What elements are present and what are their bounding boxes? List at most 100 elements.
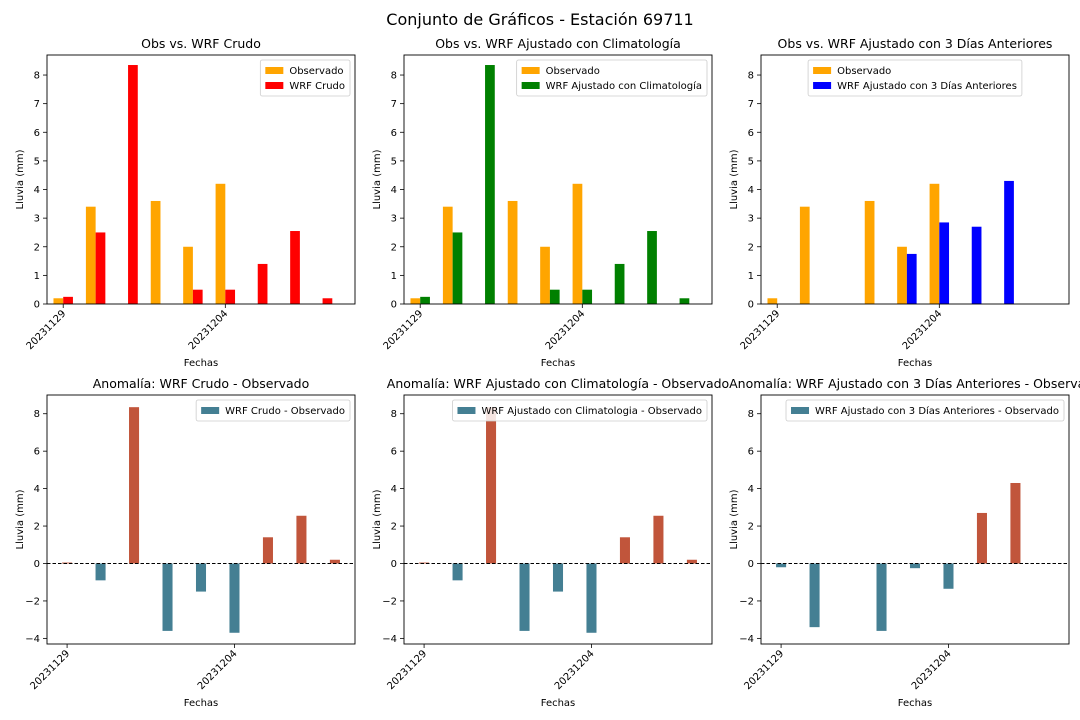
legend-label: WRF Ajustado con 3 Días Anteriores — [837, 80, 1017, 92]
y-axis-label: Lluvia (mm) — [15, 149, 26, 209]
x-tick-label: 20231204 — [910, 648, 954, 692]
bar — [486, 407, 497, 564]
y-tick-label: −4 — [382, 634, 397, 645]
bar — [943, 563, 954, 589]
bar — [95, 563, 106, 581]
bar — [647, 231, 657, 304]
y-tick-label: 5 — [34, 156, 40, 167]
bar — [225, 289, 236, 304]
bars — [776, 482, 1021, 631]
bar — [540, 246, 550, 304]
bar — [679, 298, 690, 304]
y-tick-label: 2 — [391, 522, 397, 533]
y-tick-label: 2 — [748, 522, 754, 533]
bar — [262, 537, 273, 564]
subplot-title: Anomalía: WRF Ajustado con 3 Días Anteri… — [729, 376, 1080, 391]
y-tick-label: 6 — [34, 447, 40, 458]
y-tick-label: 3 — [748, 214, 754, 225]
y-tick-label: 0 — [34, 559, 40, 570]
legend-swatch — [201, 407, 220, 414]
y-tick-label: 8 — [391, 71, 397, 82]
legend: WRF Ajustado con 3 Días Anteriores - Obs… — [785, 399, 1065, 422]
legend: Observado WRF Crudo — [259, 59, 351, 97]
y-tick-label: 4 — [34, 185, 40, 196]
subplot-title: Anomalía: WRF Crudo - Observado — [93, 376, 310, 391]
y-axis-label: Lluvia (mm) — [372, 149, 383, 209]
bar — [929, 183, 940, 304]
y-tick-label: 4 — [391, 484, 397, 495]
bar — [85, 206, 96, 304]
subplot-2: Obs vs. WRF Ajustado con Climatología 0 1 2… — [372, 36, 713, 369]
legend-label: WRF Ajustado con Climatología — [546, 80, 702, 92]
y-tick-label: 7 — [748, 99, 754, 110]
y-tick-label: 3 — [34, 214, 40, 225]
x-axis-label: Fechas — [898, 698, 933, 709]
x-tick-label: 20231204 — [901, 308, 945, 352]
y-tick-label: 2 — [34, 522, 40, 533]
x-tick-label: 20231204 — [187, 308, 231, 352]
x-axis-label: Fechas — [184, 698, 219, 709]
legend-label: WRF Crudo - Observado — [225, 406, 345, 417]
bar — [410, 298, 421, 304]
legend-label: Observado — [546, 66, 600, 77]
bar — [63, 296, 73, 304]
subplot-title: Obs vs. WRF Ajustado con 3 Días Anterior… — [778, 36, 1053, 51]
subplot-title: Obs vs. WRF Ajustado con Climatología — [435, 36, 681, 51]
y-tick-label: 2 — [748, 242, 754, 253]
y-tick-label: −2 — [739, 596, 754, 607]
bar — [976, 512, 987, 564]
bar — [128, 65, 138, 304]
y-tick-label: −4 — [25, 634, 40, 645]
bar — [192, 289, 203, 304]
figure-title: Conjunto de Gráficos - Estación 69711 — [386, 10, 694, 29]
subplot-3: Obs vs. WRF Ajustado con 3 Días Anterior… — [729, 36, 1070, 369]
bar — [1010, 482, 1021, 564]
bar — [129, 407, 140, 564]
bar — [183, 246, 193, 304]
y-tick-label: −2 — [382, 596, 397, 607]
legend-box — [785, 399, 1065, 422]
legend-box — [452, 399, 708, 422]
legend-swatch — [457, 407, 476, 414]
y-tick-label: 6 — [748, 447, 754, 458]
legend-box — [516, 59, 708, 97]
bar — [619, 537, 630, 564]
bar — [53, 298, 64, 304]
x-tick-label: 20231129 — [739, 308, 783, 352]
bar — [572, 183, 583, 304]
y-tick-label: 4 — [391, 185, 397, 196]
bar — [507, 200, 518, 304]
x-tick-label: 20231129 — [382, 308, 426, 352]
x-tick-label: 20231204 — [196, 648, 240, 692]
y-tick-label: 1 — [748, 271, 754, 282]
x-tick-label: 20231129 — [25, 308, 69, 352]
y-tick-label: 6 — [748, 128, 754, 139]
bar — [552, 563, 564, 592]
legend-box — [807, 59, 1023, 97]
legend: Observado WRF Ajustado con 3 Días Anterio… — [807, 59, 1023, 97]
bar — [864, 200, 875, 304]
axes-frame — [760, 54, 1070, 305]
bar — [419, 562, 430, 564]
legend: WRF Crudo - Observado — [195, 399, 351, 422]
y-tick-label: −4 — [739, 634, 754, 645]
y-tick-label: 0 — [391, 559, 397, 570]
y-tick-label: 1 — [34, 271, 40, 282]
bar — [329, 559, 340, 564]
bar — [686, 559, 697, 564]
bar — [420, 296, 430, 304]
legend-label: WRF Ajustado con 3 Días Anteriores - Obs… — [815, 405, 1059, 417]
bar — [939, 222, 950, 304]
bar — [586, 563, 597, 633]
bar — [442, 206, 453, 304]
bar — [582, 289, 593, 304]
subplot-6: Anomalía: WRF Ajustado con 3 Días Anteri… — [729, 376, 1080, 709]
bar — [799, 206, 810, 304]
y-tick-label: 7 — [391, 99, 397, 110]
bar — [322, 298, 333, 304]
x-axis-label: Fechas — [541, 698, 576, 709]
y-axis-label: Lluvia (mm) — [372, 489, 383, 549]
bar — [485, 65, 495, 304]
bar — [809, 563, 820, 628]
